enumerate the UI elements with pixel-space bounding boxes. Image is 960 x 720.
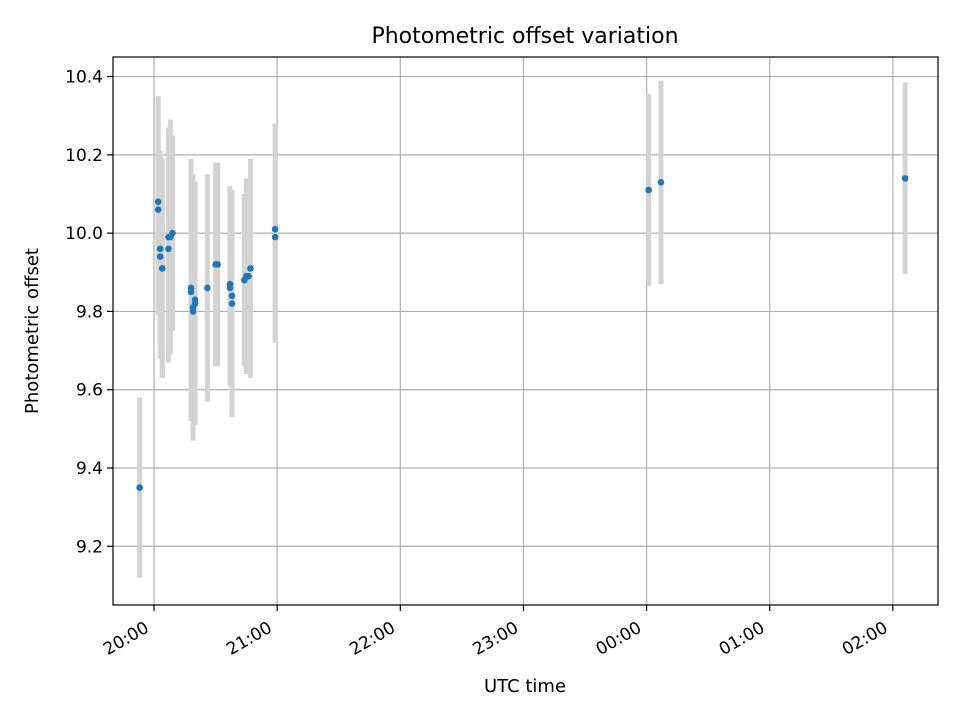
data-point	[187, 288, 195, 296]
data-point	[226, 284, 234, 292]
y-axis-label: Photometric offset	[22, 248, 43, 414]
data-point	[245, 272, 252, 280]
data-point	[228, 300, 236, 307]
chart-title: Photometric offset variation	[371, 24, 678, 49]
data-point	[645, 186, 652, 194]
y-tick-label: 9.6	[76, 381, 103, 401]
plot-frame	[112, 56, 939, 606]
data-point	[154, 198, 162, 206]
data-point	[271, 225, 279, 233]
y-tick-label: 9.2	[76, 537, 103, 557]
data-point	[165, 245, 172, 253]
data-point	[169, 229, 176, 237]
point-layer	[136, 175, 909, 491]
data-point	[136, 484, 143, 491]
y-tick-label: 10.2	[65, 146, 103, 166]
data-point	[214, 261, 221, 268]
y-tick-label: 10.0	[65, 224, 103, 244]
data-point	[191, 300, 199, 307]
data-point	[901, 175, 909, 182]
data-point	[247, 265, 254, 272]
data-point	[189, 308, 197, 315]
data-point	[204, 284, 211, 292]
data-point	[154, 206, 162, 213]
data-point	[271, 233, 279, 241]
data-point	[657, 178, 665, 186]
y-tick-label: 10.4	[65, 68, 103, 88]
data-point	[156, 253, 164, 260]
y-tick-label: 9.4	[76, 459, 103, 479]
x-axis-label: UTC time	[484, 676, 566, 697]
y-tick-label: 9.8	[76, 302, 103, 322]
data-point	[158, 265, 166, 272]
data-point	[228, 292, 236, 300]
data-point	[156, 245, 164, 253]
